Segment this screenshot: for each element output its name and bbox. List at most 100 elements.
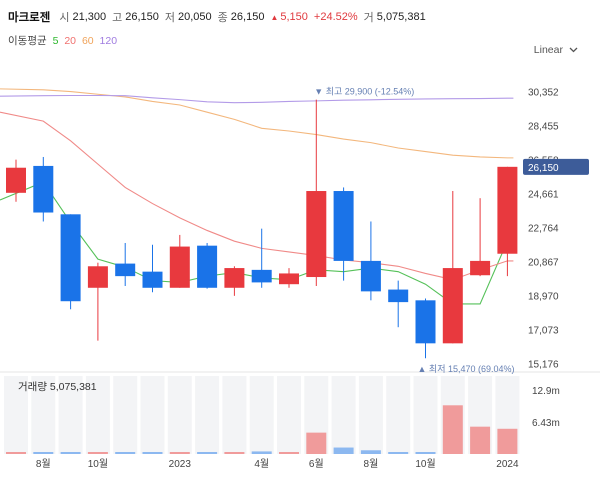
candle-body (251, 269, 272, 283)
volume-bar (360, 450, 381, 454)
volume-bar (60, 452, 81, 454)
candle (388, 280, 409, 328)
candle (87, 262, 108, 341)
high-annotation: ▼ 최고 29,900 (-12.54%) (314, 87, 414, 97)
price-tick-label: 28,455 (528, 122, 559, 133)
volume-bar (279, 452, 299, 454)
volume-bar (442, 405, 463, 454)
volume-slot (140, 376, 165, 454)
x-tick-label: 2023 (169, 459, 192, 470)
volume-bars (6, 405, 518, 454)
candle (169, 234, 190, 288)
moving-average-legend[interactable]: 이동평균 5 20 60 120 (8, 33, 120, 48)
low-value: 20,050 (178, 11, 212, 23)
volume-slot (4, 376, 28, 454)
ma-period-5: 5 (52, 35, 59, 47)
candle (279, 268, 299, 288)
candle (197, 242, 218, 289)
change-value: 5,150 (280, 11, 308, 23)
volume-value: 5,075,381 (376, 11, 426, 23)
volume-slot (249, 376, 274, 454)
volume-bar (197, 452, 218, 454)
x-tick-label: 4월 (254, 458, 269, 470)
close-label: 종 (217, 12, 228, 24)
candle (306, 99, 327, 286)
candle (415, 298, 436, 359)
x-tick-label: 8월 (364, 458, 379, 470)
volume-slot (31, 376, 56, 454)
candle-body (470, 260, 491, 276)
high-value: 26,150 (125, 11, 159, 23)
candle (60, 214, 81, 310)
volume-bar (142, 452, 163, 454)
x-axis: 8월 10월 2023 4월 6월 8월 10월 2024 (36, 458, 519, 470)
volume-slot (195, 376, 220, 454)
candle-body (497, 166, 518, 254)
candle-body (442, 268, 463, 344)
candle-body (415, 300, 436, 344)
volume-bar (6, 452, 26, 454)
candle-body (224, 268, 245, 288)
candles (6, 99, 518, 359)
low-annotation: ▲ 최저 15,470 (69.04%) (418, 364, 515, 374)
price-tick-label: 22,764 (528, 224, 559, 235)
price-tick-label: 18,970 (528, 291, 559, 302)
candle-body (33, 165, 54, 213)
open-value: 21,300 (72, 11, 107, 23)
volume-bar (33, 452, 54, 454)
candle-body (60, 214, 81, 302)
candle (333, 187, 354, 281)
up-triangle-icon: ▲ (270, 12, 279, 22)
ma-period-20: 20 (64, 35, 77, 47)
volume-slot (58, 376, 83, 454)
price-axis: 30,35228,45526,55824,66122,76420,86718,9… (528, 88, 559, 371)
high-label: 고 (112, 12, 123, 24)
price-tick-label: 20,867 (528, 257, 559, 268)
candle-body (279, 273, 299, 285)
stock-summary-header: 마크로젠 시 21,300 고 26,150 저 20,050 종 26,150 ▲ 5,… (8, 8, 432, 26)
open-label: 시 (59, 12, 70, 24)
volume-bar (169, 452, 190, 454)
ma-legend-title: 이동평균 (8, 35, 47, 47)
volume-tick-label: 12.9m (532, 386, 560, 397)
candle (360, 221, 381, 301)
candle (224, 266, 245, 296)
current-price-tag (523, 158, 589, 175)
candle (251, 228, 272, 288)
volume-bar (224, 452, 245, 454)
price-tick-label: 15,176 (528, 359, 559, 370)
price-tick-label: 24,661 (528, 190, 559, 201)
x-tick-label: 10월 (415, 458, 435, 470)
candle-body (360, 260, 381, 292)
volume-bar (87, 452, 108, 454)
candle (470, 198, 491, 277)
price-tick-label: 30,352 (528, 88, 559, 99)
scale-dropdown-value: Linear (533, 44, 563, 56)
current-price-label: 26,150 (528, 163, 559, 174)
candle-body (197, 245, 218, 288)
x-tick-label: 2024 (496, 459, 519, 470)
volume-slot (113, 376, 138, 454)
candle (33, 156, 54, 222)
price-tick-label: 17,073 (528, 325, 559, 336)
volume-bar (115, 452, 136, 454)
volume-slot (167, 376, 192, 454)
candle-body (333, 191, 354, 261)
scale-dropdown[interactable]: Linear (534, 44, 578, 56)
ma-line-120 (0, 94, 514, 104)
volume-bar (306, 432, 327, 454)
ma-line-60 (0, 88, 514, 159)
volume-bar (388, 452, 409, 454)
volume-slot (386, 376, 411, 454)
candle (442, 191, 463, 344)
volume-bar (251, 451, 272, 454)
volume-axis: 12.9m 6.43m (532, 386, 560, 429)
candle-body (142, 271, 163, 288)
candle-body (388, 289, 409, 303)
volume-bar (333, 447, 354, 454)
volume-label: 거 (363, 12, 374, 24)
x-tick-label: 8월 (36, 458, 51, 470)
candle-body (6, 167, 26, 193)
candle (115, 242, 136, 286)
